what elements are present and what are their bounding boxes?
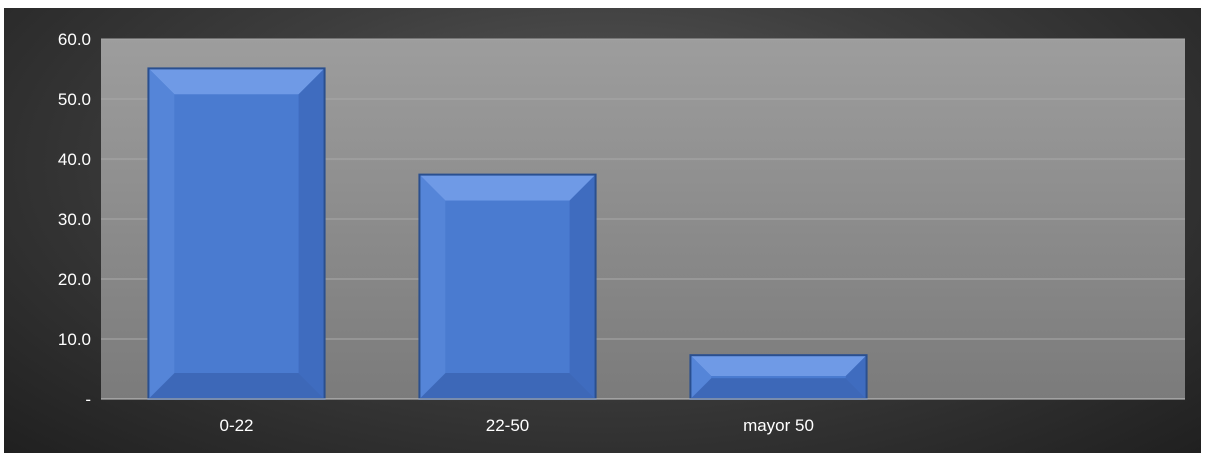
bar: [147, 67, 326, 401]
y-axis-ticks: - 10.0 20.0 30.0 40.0 50.0 60.0: [58, 30, 91, 409]
y-tick-label: -: [85, 390, 91, 409]
chart-frame: - 10.0 20.0 30.0 40.0 50.0 60.0 0-22 22-50 mayor…: [4, 8, 1201, 453]
x-tick-label: 22-50: [486, 416, 529, 435]
y-tick-label: 40.0: [58, 150, 91, 169]
bar: [689, 354, 868, 401]
bars: [147, 67, 868, 401]
bar: [418, 173, 597, 400]
bar-chart: - 10.0 20.0 30.0 40.0 50.0 60.0 0-22 22-50 mayor…: [58, 30, 1185, 435]
y-tick-label: 10.0: [58, 330, 91, 349]
x-axis-labels: 0-22 22-50 mayor 50: [219, 416, 813, 435]
y-tick-label: 60.0: [58, 30, 91, 49]
y-tick-label: 20.0: [58, 270, 91, 289]
y-tick-label: 30.0: [58, 210, 91, 229]
y-tick-label: 50.0: [58, 90, 91, 109]
x-tick-label: 0-22: [219, 416, 253, 435]
x-tick-label: mayor 50: [743, 416, 814, 435]
